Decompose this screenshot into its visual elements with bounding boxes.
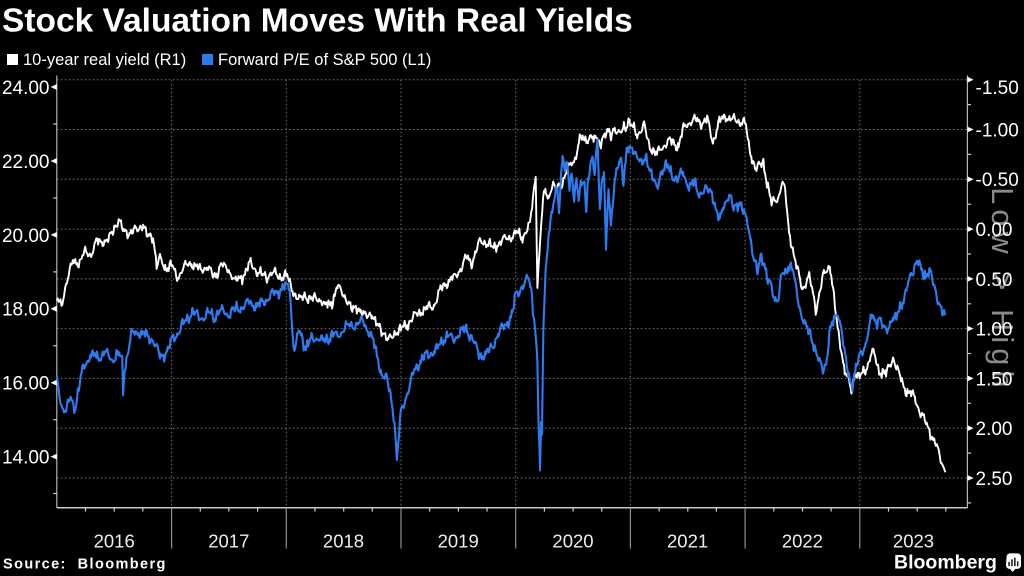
- svg-text:2023: 2023: [893, 531, 934, 552]
- svg-text:2.00: 2.00: [976, 419, 1013, 440]
- svg-text:2.50: 2.50: [976, 469, 1013, 490]
- svg-text:1.50: 1.50: [976, 369, 1013, 390]
- svg-text:2022: 2022: [782, 531, 823, 552]
- svg-text:20.00: 20.00: [2, 226, 50, 247]
- svg-text:24.00: 24.00: [2, 78, 50, 99]
- svg-text:Bloomberg: Bloomberg: [894, 552, 997, 574]
- svg-text:18.00: 18.00: [2, 300, 50, 321]
- svg-text:10-year real yield (R1): 10-year real yield (R1): [23, 51, 186, 69]
- svg-text:22.00: 22.00: [2, 152, 50, 173]
- svg-text:16.00: 16.00: [2, 374, 50, 395]
- svg-text:-1.00: -1.00: [976, 120, 1019, 141]
- svg-text:2018: 2018: [323, 531, 364, 552]
- svg-text:1.00: 1.00: [976, 320, 1013, 341]
- svg-text:0.00: 0.00: [976, 220, 1013, 241]
- svg-text:Low > High: Low > High: [985, 187, 1019, 392]
- svg-text:0.50: 0.50: [976, 270, 1013, 291]
- svg-text:14.00: 14.00: [2, 448, 50, 469]
- svg-text:2020: 2020: [552, 531, 593, 552]
- svg-text:Forward P/E of S&P 500 (L1): Forward P/E of S&P 500 (L1): [218, 51, 431, 69]
- svg-text:Source: Bloomberg: Source: Bloomberg: [3, 557, 167, 573]
- svg-text:-1.50: -1.50: [976, 78, 1019, 99]
- svg-text:2021: 2021: [667, 531, 708, 552]
- svg-text:-0.50: -0.50: [976, 170, 1019, 191]
- svg-text:2019: 2019: [438, 531, 479, 552]
- svg-text:2016: 2016: [94, 531, 135, 552]
- svg-text:Stock Valuation Moves With Rea: Stock Valuation Moves With Real Yields: [2, 2, 633, 39]
- svg-text:2017: 2017: [208, 531, 249, 552]
